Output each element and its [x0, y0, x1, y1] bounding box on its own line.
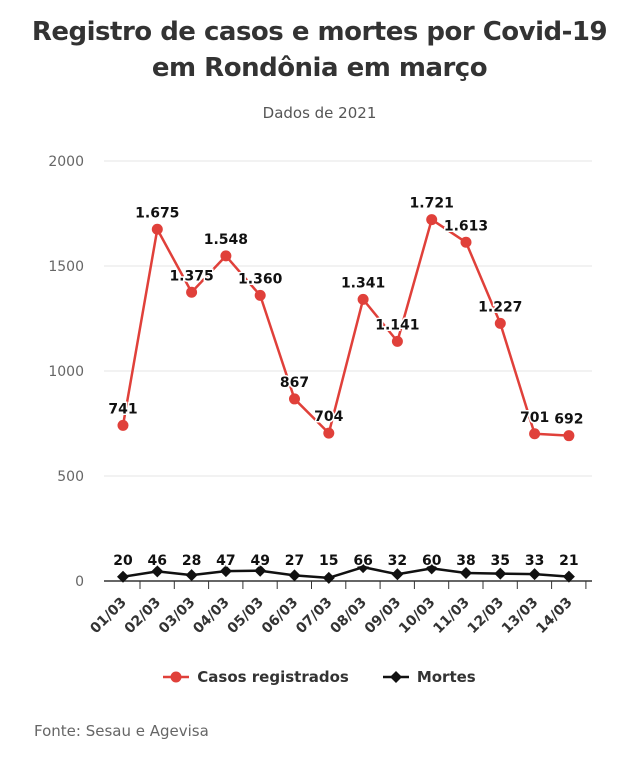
data-label-deaths: 49 [250, 553, 269, 569]
legend: Casos registrados Mortes [0, 668, 639, 686]
x-tick-label: 04/03 [190, 595, 232, 637]
y-tick-label: 1000 [48, 364, 84, 380]
data-label-deaths: 32 [388, 553, 407, 569]
data-label-cases: 1.375 [169, 268, 213, 284]
data-label-deaths: 46 [148, 553, 167, 569]
legend-label-cases: Casos registrados [197, 668, 349, 686]
diamond-marker-icon [382, 670, 409, 684]
data-label-cases: 1.721 [410, 196, 454, 212]
x-tick-label: 09/03 [362, 595, 404, 637]
x-tick-label: 02/03 [122, 595, 164, 637]
x-tick-label: 01/03 [87, 595, 129, 637]
point-cases [357, 293, 369, 305]
x-tick-label: 12/03 [465, 595, 507, 637]
data-label-cases: 692 [554, 412, 583, 428]
legend-item-deaths[interactable]: Mortes [382, 668, 476, 686]
x-tick-label: 10/03 [396, 595, 438, 637]
y-tick-label: 2000 [48, 154, 84, 170]
point-deaths [322, 571, 335, 584]
x-tick-label: 08/03 [327, 595, 369, 637]
point-cases [460, 236, 472, 248]
data-label-cases: 701 [520, 410, 549, 426]
chart-subtitle: Dados de 2021 [262, 104, 377, 122]
point-cases [391, 335, 403, 347]
point-deaths [460, 567, 472, 580]
point-cases [529, 428, 541, 440]
data-label-deaths: 66 [353, 553, 372, 569]
series-line-cases [121, 218, 569, 437]
point-deaths [494, 567, 507, 580]
data-label-deaths: 38 [456, 553, 475, 569]
point-deaths [185, 569, 198, 582]
point-deaths [219, 565, 232, 578]
chart-title: Registro de casos e mortes por Covid-19 … [0, 14, 639, 86]
point-cases [186, 286, 198, 298]
source-note: Fonte: Sesau e Agevisa [34, 722, 209, 740]
point-deaths [117, 570, 129, 583]
data-label-deaths: 47 [216, 553, 235, 569]
point-deaths [288, 569, 301, 582]
point-cases [494, 317, 506, 329]
data-label-deaths: 28 [182, 553, 201, 569]
point-cases [426, 214, 438, 226]
data-label-deaths: 27 [285, 553, 304, 569]
x-tick-label: 05/03 [225, 595, 267, 637]
y-tick-label: 0 [75, 574, 84, 590]
legend-item-cases[interactable]: Casos registrados [163, 668, 349, 686]
data-label-deaths: 15 [319, 553, 338, 569]
data-label-deaths: 20 [113, 553, 133, 569]
data-label-cases: 1.341 [341, 275, 385, 291]
point-cases [323, 427, 335, 439]
point-deaths [151, 565, 164, 578]
x-tick-label: 14/03 [533, 595, 575, 637]
point-cases [563, 430, 575, 442]
data-label-cases: 1.613 [444, 218, 488, 234]
point-deaths [357, 561, 370, 574]
data-label-cases: 1.548 [204, 232, 248, 248]
legend-label-deaths: Mortes [416, 668, 476, 686]
data-label-cases: 1.360 [238, 271, 283, 287]
x-tick-label: 03/03 [156, 595, 198, 637]
x-tick-label: 06/03 [259, 595, 301, 637]
data-label-cases: 1.227 [478, 299, 522, 315]
data-label-cases: 741 [108, 401, 137, 417]
point-cases [151, 223, 163, 235]
data-label-cases: 704 [314, 409, 343, 425]
data-label-deaths: 21 [559, 553, 578, 569]
point-deaths [425, 562, 438, 575]
point-deaths [391, 568, 404, 581]
circle-marker-icon [163, 670, 190, 684]
x-tick-label: 07/03 [293, 595, 335, 637]
x-tick-label: 13/03 [499, 595, 541, 637]
data-label-cases: 867 [280, 375, 309, 391]
x-tick-label: 11/03 [430, 595, 472, 637]
data-label-cases: 1.675 [135, 205, 179, 221]
point-cases [220, 250, 232, 262]
chart-title-line-1: Registro de casos e mortes por Covid-19 [31, 17, 608, 47]
y-tick-label: 500 [57, 469, 84, 485]
data-label-deaths: 33 [525, 553, 544, 569]
point-cases [254, 289, 266, 301]
chart-title-line-2: em Rondônia em março [151, 53, 488, 83]
point-deaths [528, 568, 541, 581]
point-cases [289, 393, 300, 405]
data-label-deaths: 60 [422, 553, 442, 569]
point-cases [117, 419, 129, 431]
data-label-cases: 1.141 [375, 317, 419, 333]
point-deaths [562, 570, 575, 583]
y-tick-label: 1500 [48, 259, 84, 275]
data-label-deaths: 35 [491, 553, 510, 569]
point-deaths [254, 564, 267, 577]
